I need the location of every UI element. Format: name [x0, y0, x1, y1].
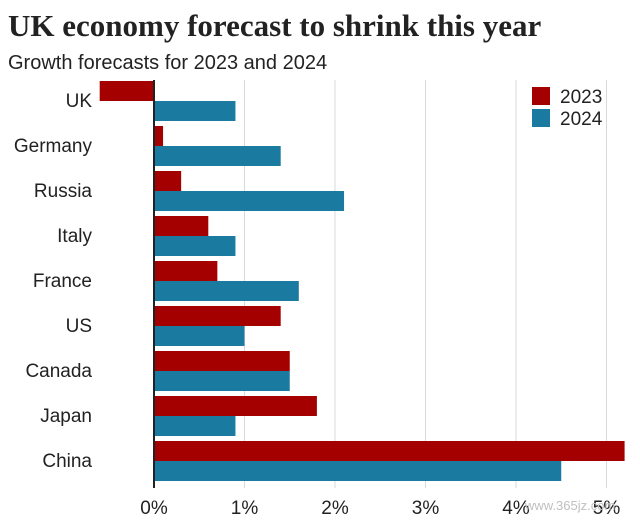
category-label-france: France [33, 271, 92, 292]
bar-russia-2023 [154, 171, 182, 191]
x-tick-label: 3% [412, 498, 440, 519]
x-tick-label: 4% [502, 498, 530, 519]
chart-subtitle: Growth forecasts for 2023 and 2024 [8, 52, 328, 74]
bar-japan-2023 [154, 396, 317, 416]
bar-russia-2024 [154, 191, 345, 211]
bar-italy-2023 [154, 216, 209, 236]
category-label-japan: Japan [40, 406, 92, 427]
category-label-russia: Russia [34, 181, 93, 202]
bar-us-2024 [154, 326, 245, 346]
chart-title: UK economy forecast to shrink this year [8, 8, 542, 43]
category-label-germany: Germany [14, 136, 93, 157]
watermark: www.365jz.com [525, 498, 616, 513]
legend-swatch-2024 [532, 109, 550, 127]
category-label-uk: UK [66, 91, 93, 112]
bar-canada-2023 [154, 351, 290, 371]
bar-italy-2024 [154, 236, 236, 256]
bar-germany-2024 [154, 146, 281, 166]
x-tick-label: 0% [140, 498, 168, 519]
x-tick-label: 2% [321, 498, 349, 519]
legend-label-2024: 2024 [560, 109, 603, 130]
bar-japan-2024 [154, 416, 236, 436]
bar-uk-2024 [154, 101, 236, 121]
bar-us-2023 [154, 306, 281, 326]
category-label-us: US [66, 316, 92, 337]
bar-china-2023 [154, 441, 625, 461]
x-tick-label: 1% [231, 498, 259, 519]
legend-label-2023: 2023 [560, 87, 602, 108]
category-label-italy: Italy [57, 226, 92, 247]
bar-france-2024 [154, 281, 299, 301]
legend-swatch-2023 [532, 87, 550, 105]
x-tick-label: 5% [593, 498, 621, 519]
bar-uk-2023 [99, 81, 154, 101]
bar-canada-2024 [154, 371, 290, 391]
bar-france-2023 [154, 261, 218, 281]
category-label-china: China [42, 451, 92, 472]
category-label-canada: Canada [25, 361, 92, 382]
bar-china-2024 [154, 461, 562, 481]
bar-germany-2023 [154, 126, 164, 146]
